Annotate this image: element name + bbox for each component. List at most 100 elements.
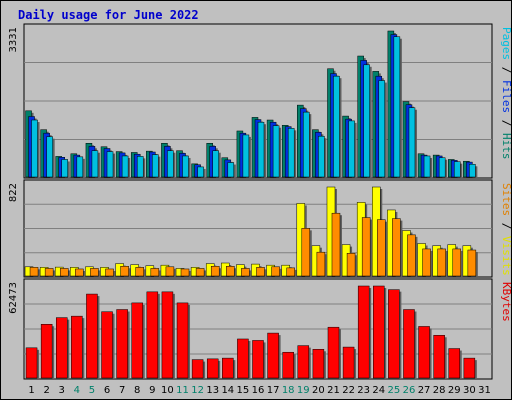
bar-pages-day-13 bbox=[212, 150, 219, 178]
bar-sites-day-22 bbox=[346, 253, 356, 277]
bar-sites-day-20 bbox=[316, 251, 326, 277]
bar-kbytes-day-10 bbox=[161, 291, 174, 379]
day-label-31: 31 bbox=[478, 385, 491, 396]
bar-sites-day-28 bbox=[437, 248, 446, 277]
day-label-5: 5 bbox=[89, 385, 95, 396]
bar-sites-day-23 bbox=[361, 217, 371, 277]
bar-kbytes-day-22 bbox=[342, 346, 355, 379]
bar-sites-day-18 bbox=[286, 267, 295, 277]
legend-kbytes: KBytes bbox=[500, 282, 512, 322]
bar-kbytes-day-17 bbox=[267, 332, 279, 379]
bar-kbytes-day-13 bbox=[206, 358, 219, 379]
max-label-hits-files-pages: 3331 bbox=[8, 27, 19, 52]
bar-sites-day-3 bbox=[59, 268, 69, 277]
bar-pages-day-28 bbox=[438, 157, 446, 178]
legend-item: Files bbox=[500, 80, 512, 113]
legend-item: Visits bbox=[500, 236, 512, 276]
series-pages bbox=[31, 36, 478, 178]
day-label-4: 4 bbox=[74, 385, 80, 396]
bar-sites-day-27 bbox=[422, 248, 431, 277]
bar-pages-day-4 bbox=[76, 156, 84, 178]
bar-kbytes-day-24 bbox=[373, 285, 385, 379]
bar-sites-day-24 bbox=[377, 219, 386, 277]
bar-kbytes-day-4 bbox=[71, 315, 83, 379]
bar-sites-day-1 bbox=[29, 267, 39, 277]
bar-kbytes-day-7 bbox=[116, 309, 128, 379]
bar-pages-day-6 bbox=[106, 151, 114, 178]
legend-item: Pages bbox=[500, 27, 512, 60]
day-label-7: 7 bbox=[119, 385, 125, 396]
bar-kbytes-day-5 bbox=[86, 293, 98, 379]
legend-item: / bbox=[500, 60, 512, 80]
day-label-28: 28 bbox=[433, 385, 446, 396]
panel-kbytes: 62473 KBytes bbox=[8, 278, 512, 380]
bar-pages-day-5 bbox=[91, 150, 99, 178]
bar-pages-day-11 bbox=[182, 155, 189, 178]
panels-layer: 3331 Pages / Files / Hits 822 Sites / Visit… bbox=[8, 23, 512, 380]
bar-sites-day-14 bbox=[226, 266, 235, 277]
bar-sites-day-16 bbox=[256, 267, 265, 277]
bar-sites-day-15 bbox=[241, 268, 250, 277]
chart-title: Daily usage for June 2022 bbox=[18, 8, 199, 22]
day-label-20: 20 bbox=[312, 385, 325, 396]
panel-visits-sites: 822 Sites / Visits bbox=[8, 179, 512, 278]
bar-sites-day-10 bbox=[165, 266, 175, 277]
bar-pages-day-14 bbox=[227, 162, 235, 178]
bar-pages-day-15 bbox=[242, 134, 250, 178]
legend-hits-files-pages: Pages / Files / Hits bbox=[500, 27, 512, 160]
day-label-26: 26 bbox=[403, 385, 416, 396]
bar-pages-day-16 bbox=[257, 121, 265, 178]
day-label-8: 8 bbox=[134, 385, 140, 396]
series-kbytes bbox=[25, 285, 477, 379]
bar-pages-day-23 bbox=[363, 64, 370, 178]
bar-kbytes-day-23 bbox=[357, 285, 370, 379]
bar-kbytes-day-21 bbox=[327, 326, 340, 379]
bar-kbytes-day-26 bbox=[403, 309, 415, 379]
bar-kbytes-day-25 bbox=[388, 289, 400, 379]
bar-pages-day-25 bbox=[393, 36, 401, 178]
bar-sites-day-11 bbox=[180, 268, 190, 277]
bar-sites-day-2 bbox=[44, 268, 54, 277]
bar-kbytes-day-16 bbox=[252, 340, 264, 379]
day-label-23: 23 bbox=[357, 385, 370, 396]
bar-sites-day-26 bbox=[407, 234, 416, 277]
bar-pages-day-10 bbox=[167, 150, 174, 178]
bar-kbytes-day-27 bbox=[418, 326, 430, 379]
day-label-12: 12 bbox=[191, 385, 204, 396]
bar-pages-day-19 bbox=[303, 111, 310, 178]
series-sites bbox=[29, 212, 478, 277]
bar-kbytes-day-30 bbox=[463, 357, 476, 379]
bar-sites-day-29 bbox=[452, 248, 462, 277]
bar-kbytes-day-18 bbox=[282, 351, 294, 379]
bar-kbytes-day-6 bbox=[101, 311, 113, 379]
legend-item: Sites bbox=[500, 183, 512, 216]
bar-sites-day-13 bbox=[210, 266, 220, 277]
bar-sites-day-6 bbox=[105, 268, 114, 277]
bar-sites-day-5 bbox=[90, 268, 99, 277]
bar-kbytes-day-20 bbox=[312, 349, 325, 379]
bar-sites-day-21 bbox=[331, 212, 341, 277]
bar-pages-day-29 bbox=[454, 161, 461, 178]
bar-kbytes-day-3 bbox=[55, 317, 68, 379]
day-label-11: 11 bbox=[176, 385, 189, 396]
legend-item: / bbox=[500, 216, 512, 236]
bar-kbytes-day-28 bbox=[433, 335, 445, 379]
day-label-24: 24 bbox=[372, 385, 385, 396]
day-label-22: 22 bbox=[342, 385, 355, 396]
day-labels: 1 2 3 4 5 6 7 8 9 10 11 12 13 14 15 16 17 18 19 20 21 22 23 24 2… bbox=[28, 385, 490, 396]
day-label-18: 18 bbox=[282, 385, 295, 396]
day-label-16: 16 bbox=[252, 385, 265, 396]
bar-sites-day-17 bbox=[271, 266, 280, 277]
day-label-21: 21 bbox=[327, 385, 340, 396]
bar-sites-day-7 bbox=[120, 266, 129, 277]
day-label-25: 25 bbox=[388, 385, 401, 396]
bar-kbytes-day-19 bbox=[297, 345, 310, 379]
day-label-27: 27 bbox=[418, 385, 431, 396]
bar-kbytes-day-9 bbox=[146, 291, 159, 379]
bar-pages-day-27 bbox=[423, 155, 431, 178]
bar-kbytes-day-2 bbox=[40, 323, 53, 379]
bar-sites-day-12 bbox=[195, 268, 205, 277]
bar-sites-day-9 bbox=[150, 268, 160, 277]
bar-kbytes-day-29 bbox=[448, 348, 461, 379]
bar-sites-day-4 bbox=[75, 268, 84, 277]
